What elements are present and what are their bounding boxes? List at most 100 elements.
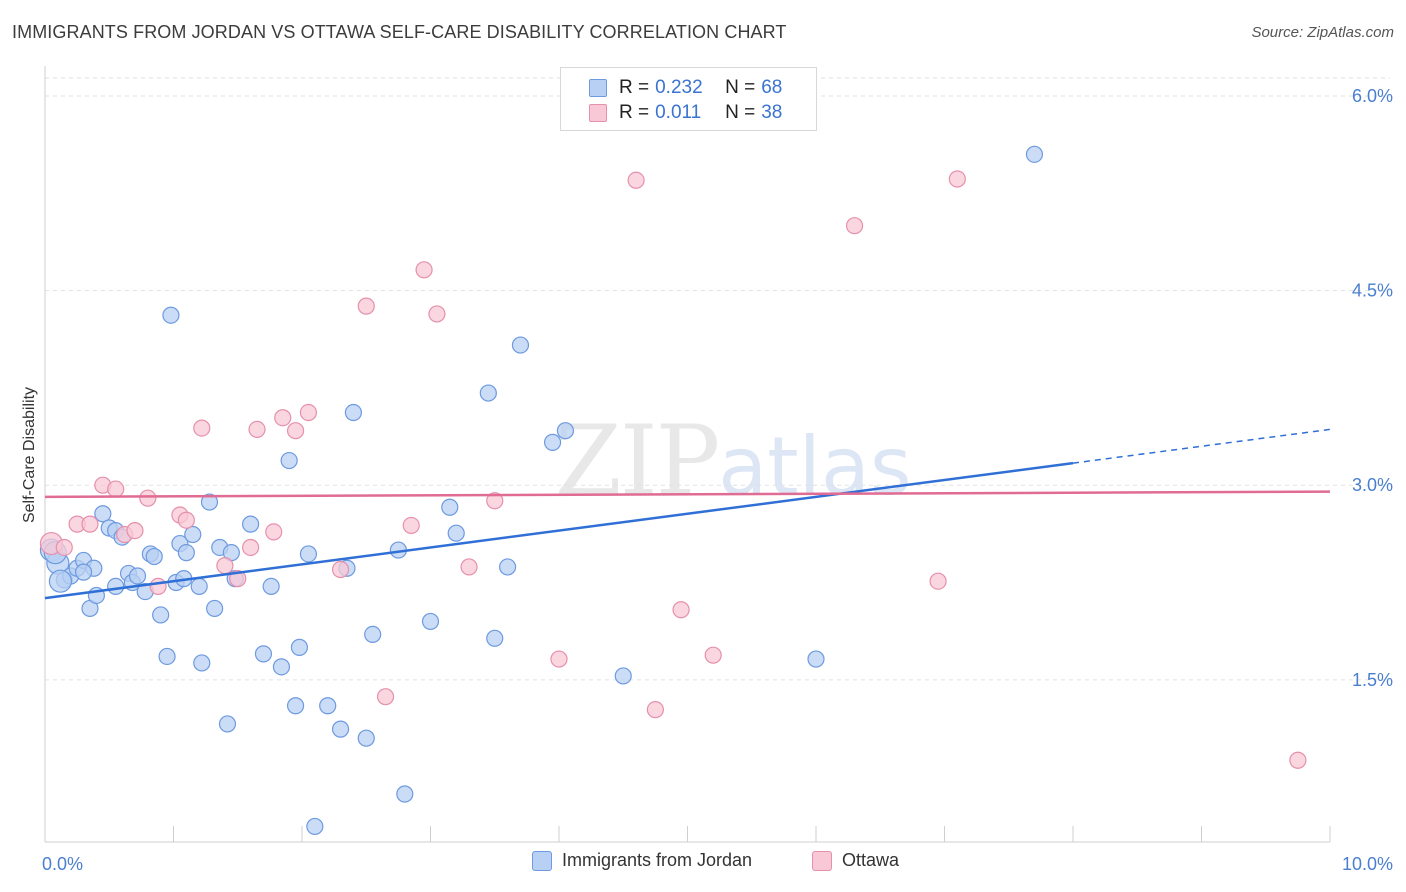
legend-swatch-ottawa bbox=[589, 104, 607, 122]
legend-swatch-jordan bbox=[532, 850, 552, 871]
legend-r-label: R = bbox=[619, 102, 650, 123]
data-point bbox=[486, 629, 504, 647]
legend-n-label: N = bbox=[725, 77, 756, 98]
y-tick-label: 4.5% bbox=[1352, 281, 1393, 301]
data-point bbox=[177, 511, 195, 529]
data-point bbox=[206, 599, 224, 618]
data-point bbox=[107, 480, 125, 498]
data-point bbox=[614, 667, 632, 685]
y-tick-label: 3.0% bbox=[1352, 475, 1393, 495]
legend-item-jordan: Immigrants from Jordan bbox=[532, 850, 752, 871]
x-tick-label: 0.0% bbox=[42, 854, 83, 874]
y-tick-label: 6.0% bbox=[1352, 86, 1393, 106]
data-point bbox=[479, 384, 497, 402]
legend-label-jordan: Immigrants from Jordan bbox=[562, 850, 753, 870]
data-point bbox=[344, 403, 362, 422]
data-point bbox=[319, 697, 337, 715]
data-point bbox=[152, 606, 170, 624]
chart-title: IMMIGRANTS FROM JORDAN VS OTTAWA SELF-CA… bbox=[12, 22, 787, 42]
data-point bbox=[145, 547, 163, 566]
data-point bbox=[265, 523, 283, 541]
data-point bbox=[193, 654, 211, 672]
trend-line-extension bbox=[1072, 428, 1331, 464]
legend-n-value: 68 bbox=[761, 77, 783, 98]
legend-item-ottawa: Ottawa bbox=[812, 850, 899, 871]
axes bbox=[44, 66, 1331, 843]
data-point bbox=[357, 729, 375, 747]
data-point bbox=[331, 560, 350, 579]
data-point bbox=[274, 409, 292, 427]
data-point bbox=[280, 451, 298, 470]
legend-row-ottawa: R = 0.011 N = 38 bbox=[589, 101, 782, 125]
tick-labels: 1.5% 3.0% 4.5% 6.0% 0.0% 10.0% bbox=[42, 86, 1393, 874]
watermark: ZIPatlas bbox=[555, 405, 912, 517]
data-point bbox=[441, 498, 459, 516]
y-tick-label: 1.5% bbox=[1352, 670, 1393, 690]
legend-row-jordan: R = 0.232 N = 68 bbox=[589, 76, 782, 100]
data-point bbox=[299, 403, 318, 422]
data-point bbox=[1025, 145, 1044, 163]
data-point bbox=[646, 701, 664, 719]
data-point bbox=[556, 422, 575, 440]
data-point bbox=[286, 697, 305, 715]
legend-r-value: 0.232 bbox=[655, 77, 703, 98]
series-legend: Immigrants from Jordan Ottawa bbox=[0, 850, 1406, 878]
data-point bbox=[126, 522, 144, 540]
legend-swatch-jordan bbox=[589, 79, 607, 97]
data-point bbox=[107, 577, 125, 595]
data-point bbox=[364, 625, 382, 644]
legend-n-value: 38 bbox=[761, 102, 783, 123]
data-point bbox=[177, 544, 195, 562]
data-point bbox=[81, 515, 99, 533]
stats-legend: R = 0.232 N = 68 R = 0.011 N = 38 bbox=[560, 67, 817, 131]
data-point bbox=[229, 570, 247, 588]
x-tick-label: 10.0% bbox=[1342, 854, 1393, 874]
data-point bbox=[218, 715, 237, 733]
legend-swatch-ottawa bbox=[812, 850, 832, 871]
data-point bbox=[948, 170, 966, 188]
legend-label-ottawa: Ottawa bbox=[842, 850, 900, 870]
data-point bbox=[262, 577, 280, 595]
data-point bbox=[486, 492, 504, 510]
data-point bbox=[200, 493, 219, 511]
data-point bbox=[94, 505, 112, 523]
data-point bbox=[402, 516, 420, 535]
data-point bbox=[331, 720, 350, 738]
data-point bbox=[139, 489, 157, 507]
chart-source: Source: ZipAtlas.com bbox=[1251, 24, 1394, 41]
data-point bbox=[511, 336, 530, 354]
legend-r-value: 0.011 bbox=[655, 102, 702, 123]
data-point bbox=[149, 577, 167, 595]
data-point bbox=[357, 297, 375, 315]
data-point bbox=[428, 305, 446, 323]
data-point bbox=[627, 171, 645, 189]
data-point bbox=[299, 545, 318, 563]
data-point bbox=[447, 524, 465, 542]
data-point bbox=[396, 785, 414, 803]
data-point bbox=[272, 658, 291, 676]
legend-n-label: N = bbox=[725, 102, 756, 123]
data-point bbox=[193, 419, 211, 437]
trend-lines bbox=[44, 428, 1331, 600]
trend-line bbox=[44, 461, 1074, 600]
data-point bbox=[421, 612, 440, 631]
data-point bbox=[543, 433, 562, 451]
trend-line bbox=[44, 490, 1331, 499]
data-point bbox=[845, 217, 864, 235]
data-point bbox=[672, 601, 690, 619]
data-point bbox=[190, 577, 208, 595]
data-point bbox=[704, 646, 722, 664]
data-point bbox=[306, 817, 324, 836]
data-point bbox=[286, 422, 305, 440]
data-point bbox=[415, 261, 433, 279]
data-point bbox=[242, 538, 260, 557]
data-point bbox=[460, 558, 478, 576]
data-point bbox=[74, 563, 93, 581]
legend-r-label: R = bbox=[619, 77, 650, 98]
data-point bbox=[376, 688, 395, 706]
data-point bbox=[1289, 751, 1307, 769]
data-point bbox=[158, 647, 176, 666]
data-points bbox=[39, 145, 1307, 836]
data-point bbox=[929, 572, 947, 590]
